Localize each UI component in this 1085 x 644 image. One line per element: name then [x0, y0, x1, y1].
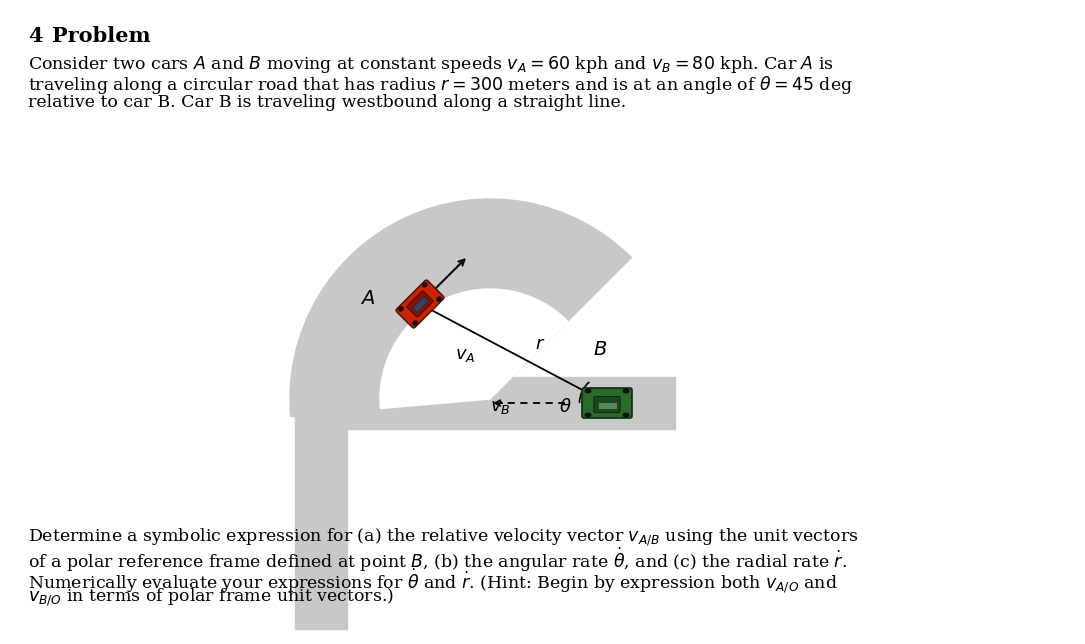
Text: Numerically evaluate your expressions for $\dot{\theta}$ and $\dot{r}$. (Hint: B: Numerically evaluate your expressions fo…: [28, 566, 838, 595]
Wedge shape: [290, 199, 631, 417]
FancyBboxPatch shape: [407, 291, 433, 317]
Ellipse shape: [585, 388, 591, 393]
Ellipse shape: [436, 296, 442, 302]
Bar: [295, 377, 675, 429]
Ellipse shape: [623, 388, 629, 393]
Text: $v_A$: $v_A$: [455, 346, 475, 364]
Bar: [598, 402, 616, 409]
Text: relative to car B. Car B is traveling westbound along a straight line.: relative to car B. Car B is traveling we…: [28, 94, 626, 111]
Text: Problem: Problem: [52, 26, 151, 46]
Text: $v_{B/O}$ in terms of polar frame unit vectors.): $v_{B/O}$ in terms of polar frame unit v…: [28, 586, 394, 607]
Ellipse shape: [422, 282, 427, 288]
Ellipse shape: [585, 413, 591, 417]
Text: of a polar reference frame defined at point $B$, (b) the angular rate $\dot{\the: of a polar reference frame defined at po…: [28, 546, 847, 574]
FancyBboxPatch shape: [582, 388, 631, 418]
Text: $\theta$: $\theta$: [560, 398, 572, 416]
Text: $r$: $r$: [535, 335, 546, 353]
Ellipse shape: [398, 306, 404, 312]
Ellipse shape: [412, 320, 418, 326]
FancyBboxPatch shape: [593, 397, 620, 413]
Text: $v_B$: $v_B$: [490, 398, 511, 416]
Text: 4: 4: [28, 26, 42, 46]
Ellipse shape: [623, 413, 629, 417]
Wedge shape: [380, 289, 567, 408]
Text: $A$: $A$: [360, 290, 375, 308]
Text: $B$: $B$: [592, 341, 608, 359]
FancyBboxPatch shape: [396, 280, 444, 328]
Text: traveling along a circular road that has radius $r = 300$ meters and is at an an: traveling along a circular road that has…: [28, 74, 853, 96]
Bar: [295, 429, 347, 629]
Bar: [412, 296, 429, 312]
Text: Consider two cars $A$ and $B$ moving at constant speeds $v_A = 60$ kph and $v_B : Consider two cars $A$ and $B$ moving at …: [28, 54, 834, 75]
Text: Determine a symbolic expression for (a) the relative velocity vector $v_{A/B}$ u: Determine a symbolic expression for (a) …: [28, 526, 858, 547]
